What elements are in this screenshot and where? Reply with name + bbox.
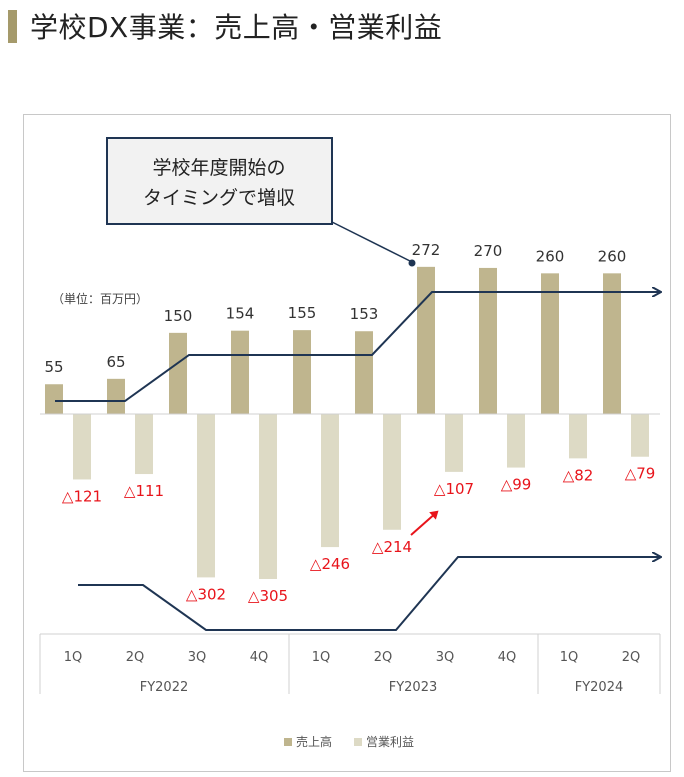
x-tick-label: 2Q — [126, 650, 145, 665]
sales-data-label: 55 — [44, 358, 63, 376]
profit-bar — [73, 414, 91, 480]
sales-data-label: 155 — [288, 304, 317, 322]
improvement-arrow — [410, 510, 439, 536]
sales-data-label: 154 — [226, 305, 255, 323]
x-tick-label: 1Q — [312, 650, 331, 665]
callout-dot — [408, 259, 416, 267]
legend-label-sales: 売上高 — [296, 734, 332, 749]
profit-bar — [631, 414, 649, 457]
profit-data-label: △246 — [310, 555, 350, 573]
sales-data-label: 260 — [598, 247, 627, 265]
callout-line-1: 学校年度開始の — [152, 157, 285, 179]
profit-data-label: △111 — [124, 482, 164, 500]
sales-data-label: 65 — [106, 353, 125, 371]
x-tick-label: 4Q — [250, 650, 269, 665]
profit-data-label: △79 — [625, 465, 656, 483]
legend-swatch-sales — [284, 738, 292, 746]
callout-connector — [331, 221, 413, 263]
profit-bar — [259, 414, 277, 580]
profit-data-label: △302 — [186, 585, 226, 603]
chart-frame — [23, 114, 671, 772]
sales-bar — [231, 330, 249, 414]
profit-bar — [321, 414, 339, 548]
x-group-label: FY2023 — [389, 680, 438, 695]
sales-bar — [169, 332, 187, 414]
sales-data-label: 153 — [350, 305, 379, 323]
profit-bar — [135, 414, 153, 475]
unit-label: （単位：百万円） — [52, 291, 148, 306]
legend-swatch-profit — [354, 738, 362, 746]
x-group-label: FY2022 — [140, 680, 189, 695]
tick-labels-layer: 1Q 2Q 3Q 4Q 1Q 2Q 3Q 4Q 1Q 2Q FY2022 FY2023 FY2024 — [64, 650, 641, 695]
x-tick-label: 2Q — [622, 650, 641, 665]
x-tick-label: 1Q — [64, 650, 83, 665]
profit-bar — [569, 414, 587, 459]
x-tick-label: 3Q — [188, 650, 207, 665]
sales-data-label: 270 — [474, 242, 503, 260]
profit-bar — [507, 414, 525, 468]
x-tick-label: 2Q — [374, 650, 393, 665]
x-axis — [39, 633, 661, 694]
sales-bar — [417, 266, 435, 414]
sales-trend-line — [55, 292, 660, 402]
sales-bar — [479, 267, 497, 414]
x-group-label: FY2024 — [575, 680, 624, 695]
sales-bar — [603, 273, 621, 414]
title-accent-bar — [8, 10, 17, 43]
page-title: 学校DX事業：売上高・営業利益 — [30, 11, 443, 44]
legend-label-profit: 営業利益 — [366, 735, 414, 749]
profit-data-label: △305 — [248, 587, 288, 605]
sales-bar — [45, 384, 63, 414]
profit-bar — [197, 414, 215, 578]
profit-bar — [383, 414, 401, 530]
profit-data-label: △82 — [563, 466, 594, 484]
profit-trend-line — [78, 557, 660, 631]
profit-data-label: △121 — [62, 487, 102, 505]
x-tick-label: 1Q — [560, 650, 579, 665]
sales-bar — [541, 273, 559, 414]
sales-bar — [293, 330, 311, 414]
sales-bar — [107, 378, 125, 414]
bars-layer — [45, 266, 649, 580]
x-tick-label: 3Q — [436, 650, 455, 665]
sales-data-label: 260 — [536, 247, 565, 265]
sales-data-label: 272 — [412, 241, 441, 259]
x-tick-label: 4Q — [498, 650, 517, 665]
sales-data-label: 150 — [164, 307, 193, 325]
data-labels-layer: 55 △121 65 △111 150 △302 154 △305 155 △246 153 △214… — [44, 241, 655, 605]
callout-box — [106, 137, 333, 225]
profit-bar — [445, 414, 463, 472]
callout-line-2: タイミングで増収 — [143, 187, 295, 209]
profit-data-label: △99 — [501, 476, 532, 494]
sales-bar — [355, 331, 373, 414]
profit-data-label: △107 — [434, 480, 474, 498]
profit-data-label: △214 — [372, 538, 412, 556]
legend: 売上高 営業利益 — [284, 734, 414, 749]
